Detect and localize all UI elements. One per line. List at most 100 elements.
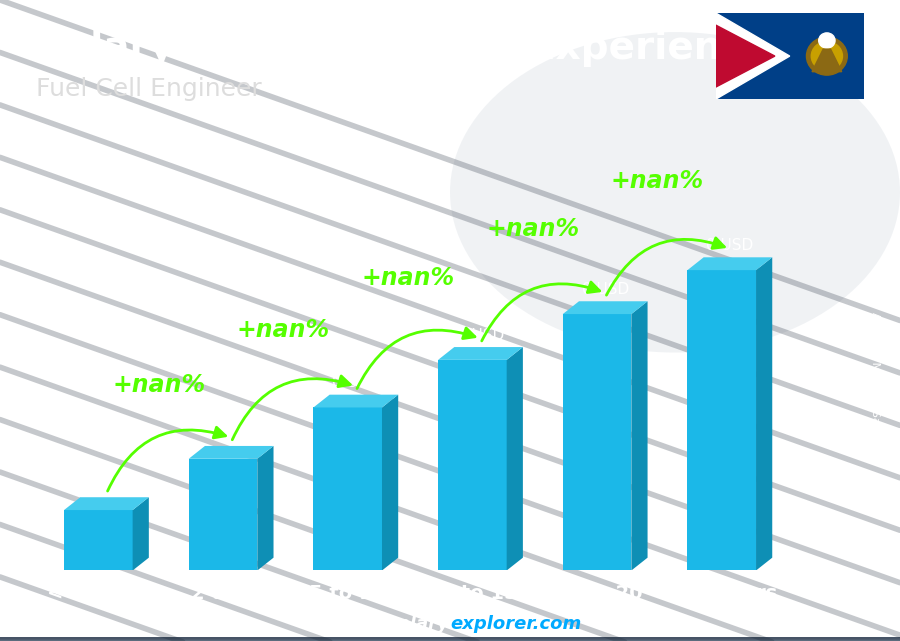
Bar: [0, 637, 900, 639]
Bar: [0, 638, 900, 640]
Bar: [0, 637, 900, 639]
Bar: [0, 638, 900, 640]
Bar: [0, 638, 900, 640]
Bar: [0, 638, 900, 641]
Bar: [0, 638, 900, 640]
Bar: [0, 638, 900, 641]
Bar: [688, 270, 756, 570]
Bar: [0, 638, 900, 640]
Bar: [0, 637, 900, 639]
Bar: [0, 638, 900, 641]
Bar: [0, 638, 900, 640]
Bar: [0, 638, 900, 640]
Bar: [0, 638, 900, 641]
Bar: [0, 637, 900, 639]
Bar: [0, 638, 900, 640]
Bar: [0, 639, 900, 641]
Bar: [0, 638, 900, 640]
Bar: [0, 637, 900, 639]
Bar: [0, 638, 900, 640]
Bar: [0, 637, 900, 639]
Bar: [0, 637, 900, 639]
Polygon shape: [189, 446, 274, 459]
Bar: [0, 638, 900, 640]
Bar: [0, 638, 900, 640]
Bar: [0, 638, 900, 640]
Bar: [0, 637, 900, 639]
Text: salary: salary: [388, 615, 450, 633]
Text: explorer.com: explorer.com: [450, 615, 581, 633]
Bar: [0, 637, 900, 639]
Bar: [0, 638, 900, 640]
Bar: [0, 638, 900, 640]
Bar: [0, 638, 900, 640]
Bar: [0, 637, 900, 640]
Text: 0 USD: 0 USD: [83, 478, 130, 493]
Bar: [189, 459, 257, 570]
Bar: [0, 638, 900, 640]
Bar: [0, 638, 900, 640]
Bar: [0, 637, 900, 639]
Bar: [0, 638, 900, 640]
Bar: [0, 637, 900, 639]
Bar: [0, 638, 900, 640]
Bar: [0, 639, 900, 641]
Bar: [0, 637, 900, 640]
Bar: [0, 638, 900, 640]
Bar: [0, 637, 900, 639]
Bar: [0, 638, 900, 640]
Bar: [0, 638, 900, 640]
Bar: [0, 638, 900, 640]
Bar: [0, 638, 900, 640]
Bar: [0, 638, 900, 640]
Bar: [0, 637, 900, 639]
Bar: [0, 638, 900, 640]
Bar: [0, 637, 900, 640]
Bar: [0, 638, 900, 640]
Bar: [0, 637, 900, 639]
Bar: [0, 638, 900, 640]
Bar: [0, 638, 900, 641]
Circle shape: [811, 42, 842, 71]
Polygon shape: [716, 13, 790, 99]
Circle shape: [819, 33, 835, 48]
Bar: [0, 639, 900, 641]
Text: Average Monthly Salary: Average Monthly Salary: [869, 312, 880, 445]
Bar: [0, 637, 900, 639]
Bar: [0, 639, 900, 641]
Bar: [0, 638, 900, 640]
Bar: [0, 637, 900, 639]
Bar: [0, 638, 900, 640]
Bar: [0, 638, 900, 640]
Bar: [0, 638, 900, 640]
Bar: [0, 637, 900, 639]
Bar: [0, 637, 900, 639]
Bar: [0, 637, 900, 639]
Bar: [0, 639, 900, 641]
Bar: [0, 638, 900, 640]
Bar: [0, 638, 900, 640]
Bar: [0, 637, 900, 640]
Bar: [0, 638, 900, 640]
Bar: [0, 638, 900, 641]
Bar: [0, 638, 900, 640]
Circle shape: [806, 37, 847, 75]
Bar: [0, 637, 900, 640]
Bar: [0, 637, 900, 640]
Bar: [0, 638, 900, 640]
Ellipse shape: [450, 32, 900, 353]
Bar: [0, 637, 900, 640]
Polygon shape: [562, 301, 648, 314]
Polygon shape: [257, 446, 274, 570]
Bar: [0, 638, 900, 640]
Bar: [0, 638, 900, 641]
Bar: [0, 638, 900, 641]
Bar: [0, 637, 900, 639]
Bar: [0, 637, 900, 639]
Bar: [0, 638, 900, 640]
Bar: [0, 638, 900, 640]
Bar: [0, 638, 900, 640]
Bar: [0, 637, 900, 639]
Bar: [0, 638, 900, 640]
Bar: [0, 637, 900, 640]
